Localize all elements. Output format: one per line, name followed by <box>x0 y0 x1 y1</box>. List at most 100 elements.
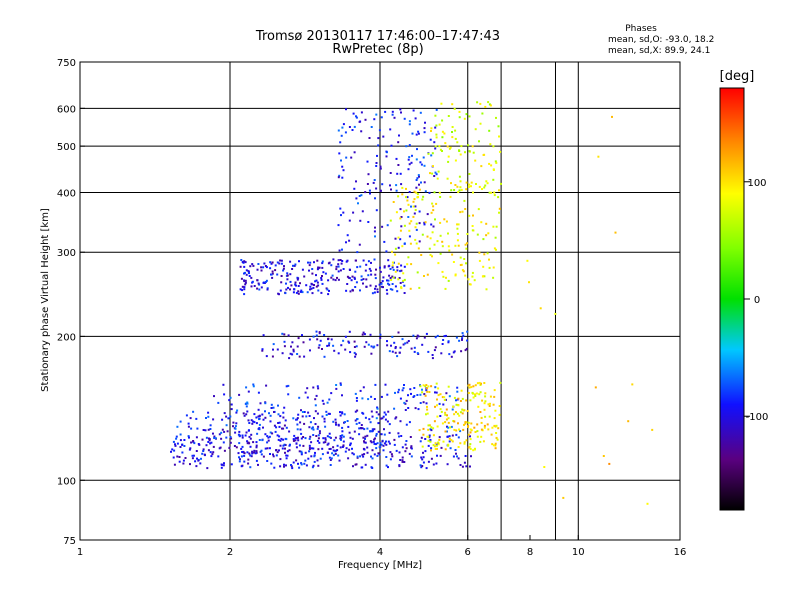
data-point <box>415 158 418 161</box>
data-point <box>446 177 449 180</box>
data-point <box>332 454 335 457</box>
data-point <box>376 291 379 293</box>
data-point <box>304 459 307 462</box>
data-point <box>423 275 425 277</box>
colorbar-tick-label: -100 <box>746 412 769 423</box>
data-point <box>269 267 272 270</box>
data-point <box>483 153 486 156</box>
data-point <box>455 411 457 414</box>
data-point <box>291 268 294 270</box>
data-point <box>370 395 373 398</box>
data-point <box>439 393 442 396</box>
data-point <box>434 147 437 150</box>
data-point <box>403 224 406 227</box>
data-point <box>181 451 184 454</box>
data-point <box>238 460 241 463</box>
data-point <box>334 421 337 424</box>
data-point <box>207 449 210 452</box>
data-point <box>396 290 399 293</box>
data-point <box>303 411 306 413</box>
data-point <box>375 162 378 164</box>
data-point <box>495 248 497 251</box>
data-point <box>278 421 281 424</box>
data-point <box>311 426 314 429</box>
data-point <box>466 339 469 342</box>
data-point <box>185 414 188 417</box>
data-point <box>310 441 313 444</box>
data-point <box>251 422 254 425</box>
data-point <box>190 441 193 444</box>
data-point <box>320 277 323 279</box>
data-point <box>342 169 345 172</box>
data-point <box>488 162 491 165</box>
data-point <box>331 452 334 455</box>
data-point <box>400 225 403 228</box>
data-point <box>480 165 483 168</box>
data-point <box>455 336 458 339</box>
data-point <box>310 282 313 285</box>
data-point <box>252 420 255 423</box>
data-point <box>348 448 351 451</box>
data-point <box>457 422 459 425</box>
data-point <box>341 430 344 433</box>
data-point <box>429 440 432 443</box>
data-point <box>273 466 276 469</box>
data-point <box>268 412 270 415</box>
data-point <box>354 286 357 288</box>
data-point <box>244 434 247 437</box>
data-point <box>426 213 429 216</box>
data-point <box>257 408 260 411</box>
data-point <box>441 240 444 243</box>
data-point <box>243 260 246 263</box>
data-point <box>393 116 396 119</box>
data-point <box>455 433 458 436</box>
data-point <box>266 288 269 291</box>
data-point <box>498 211 500 214</box>
data-point <box>249 265 252 268</box>
data-point <box>260 286 263 289</box>
data-point <box>410 347 413 350</box>
data-point <box>388 274 391 277</box>
data-point <box>498 189 500 192</box>
data-point <box>238 456 240 459</box>
data-point <box>435 462 438 465</box>
data-point <box>280 259 283 262</box>
data-point <box>297 462 299 465</box>
data-point <box>407 340 410 342</box>
data-point <box>368 137 371 139</box>
data-point <box>467 185 470 188</box>
data-point <box>396 172 399 175</box>
data-point <box>427 460 430 463</box>
data-point <box>262 426 264 429</box>
data-point <box>297 277 300 280</box>
data-point <box>468 214 471 217</box>
data-point <box>356 251 359 254</box>
data-point <box>251 452 254 455</box>
data-point <box>463 423 465 426</box>
data-point <box>594 386 597 389</box>
data-point <box>222 441 225 444</box>
data-point <box>363 440 365 443</box>
data-point <box>294 263 297 266</box>
data-point <box>272 348 274 351</box>
data-point <box>342 123 345 126</box>
data-point <box>373 230 376 233</box>
data-point <box>432 434 435 437</box>
data-point <box>375 268 377 271</box>
data-point <box>393 407 396 410</box>
data-point <box>338 152 341 155</box>
data-point <box>302 341 305 344</box>
data-point <box>410 220 413 223</box>
data-point <box>229 441 232 444</box>
data-point <box>449 447 452 450</box>
data-point <box>200 457 202 460</box>
data-point <box>447 245 450 248</box>
data-point <box>201 452 204 455</box>
data-point <box>240 447 243 450</box>
colorbar <box>719 87 745 511</box>
data-point <box>326 443 329 446</box>
data-point <box>413 395 416 397</box>
data-point <box>450 425 453 428</box>
data-point <box>388 350 391 353</box>
data-point <box>292 291 295 294</box>
